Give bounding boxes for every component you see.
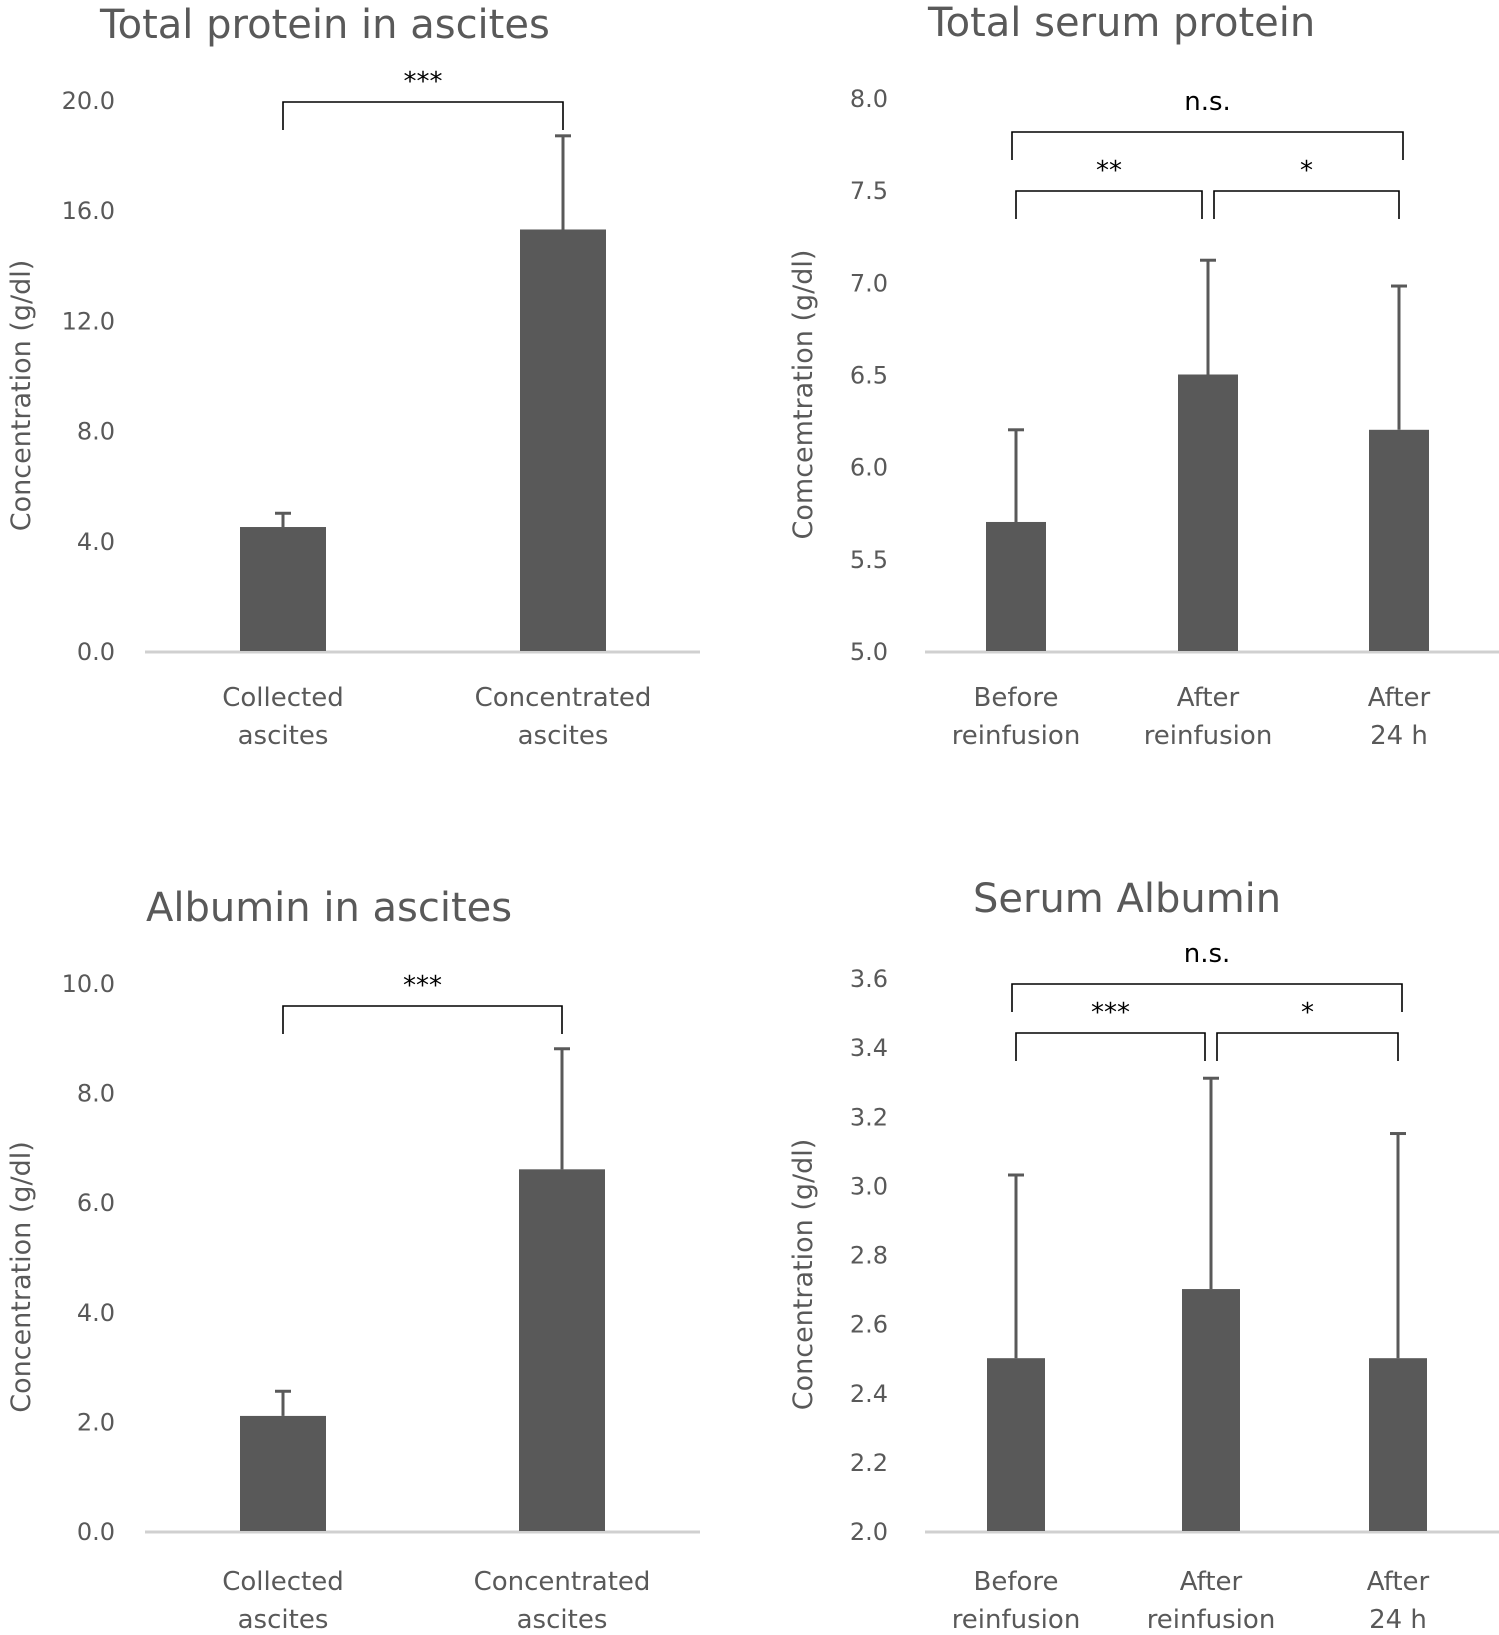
bar: [1369, 1358, 1427, 1531]
bar: [519, 1169, 605, 1531]
bar: [240, 1415, 326, 1531]
y-axis-label: Concentration (g/dl): [6, 1141, 37, 1413]
x-category-label: After reinfusion: [1147, 1567, 1276, 1635]
bar: [1369, 429, 1429, 651]
significance-bracket: [282, 101, 564, 130]
y-tick-label: 6.5: [850, 362, 888, 390]
y-tick-label: 20.0: [62, 87, 115, 115]
chart-title: Total serum protein: [927, 0, 1315, 46]
significance-bracket: [1213, 190, 1400, 219]
bar: [1178, 374, 1238, 651]
x-category-label: After reinfusion: [1144, 683, 1273, 751]
x-category-label: Before reinfusion: [952, 683, 1081, 751]
chart-title: Total protein in ascites: [99, 2, 550, 48]
y-tick-label: 8.0: [850, 85, 888, 113]
x-category-label: Concentrated ascites: [474, 1567, 651, 1635]
y-tick-label: 2.0: [77, 1408, 115, 1436]
significance-label: ***: [404, 67, 443, 97]
significance-bracket: [1015, 1032, 1206, 1061]
bar: [1182, 1289, 1240, 1531]
y-tick-label: 8.0: [77, 418, 115, 446]
significance-label: ***: [1091, 998, 1130, 1028]
bar: [240, 527, 326, 651]
significance-label: n.s.: [1184, 87, 1231, 117]
y-tick-label: 5.0: [850, 638, 888, 666]
x-category-label: Concentrated ascites: [475, 683, 652, 751]
y-tick-label: 3.6: [850, 965, 888, 993]
y-tick-label: 2.8: [850, 1242, 888, 1270]
significance-bracket: [1011, 983, 1403, 1012]
y-tick-label: 7.0: [850, 269, 888, 297]
y-tick-label: 2.6: [850, 1311, 888, 1339]
y-axis-label: Concentration (g/dl): [6, 260, 37, 532]
y-tick-label: 4.0: [77, 528, 115, 556]
y-tick-label: 2.4: [850, 1380, 888, 1408]
significance-label: *: [1301, 998, 1314, 1028]
chart-panel-2: Total serum protein 5.0 5.5 6.0 6.5 7.0 7.5 8.0…: [788, 0, 1499, 751]
significance-bracket: [1011, 131, 1404, 160]
y-tick-label: 10.0: [62, 970, 115, 998]
y-tick-label: 12.0: [62, 307, 115, 335]
chart-panel-3: Albumin in ascites 0.0 2.0 4.0 6.0 8.0 10.0 Con…: [6, 885, 700, 1635]
y-tick-label: 8.0: [77, 1080, 115, 1108]
y-axis-label: Concentration (g/dl): [788, 1139, 819, 1411]
y-tick-label: 3.4: [850, 1034, 888, 1062]
y-tick-label: 2.0: [850, 1518, 888, 1546]
significance-label: *: [1300, 156, 1313, 186]
y-tick-label: 6.0: [850, 454, 888, 482]
y-tick-label: 3.2: [850, 1103, 888, 1131]
bar: [520, 229, 606, 652]
y-tick-label: 4.0: [77, 1299, 115, 1327]
significance-label: ***: [403, 971, 442, 1001]
chart-title: Serum Albumin: [973, 876, 1281, 922]
bar: [986, 521, 1046, 651]
y-axis-label: Comcemtration (g/dl): [788, 250, 819, 540]
x-category-label: After 24 h: [1367, 1567, 1430, 1635]
significance-bracket: [1015, 190, 1203, 219]
y-tick-label: 0.0: [77, 1518, 115, 1546]
chart-title: Albumin in ascites: [146, 885, 512, 931]
significance-bracket: [282, 1005, 563, 1034]
y-tick-label: 16.0: [62, 197, 115, 225]
y-tick-label: 5.5: [850, 546, 888, 574]
bar: [987, 1358, 1045, 1531]
x-category-label: Collected ascites: [222, 683, 344, 751]
chart-panel-4: Serum Albumin 2.0 2.2 2.4 2.6 2.8 3.0 3.2 3.4 3.6…: [788, 876, 1499, 1635]
chart-panel-1: Total protein in ascites 0.0 4.0 8.0 12.0 16.…: [6, 2, 700, 751]
y-tick-label: 6.0: [77, 1189, 115, 1217]
significance-label: **: [1096, 156, 1122, 186]
x-category-label: Collected ascites: [222, 1567, 344, 1635]
y-tick-label: 2.2: [850, 1449, 888, 1477]
y-tick-label: 0.0: [77, 638, 115, 666]
y-tick-label: 3.0: [850, 1172, 888, 1200]
x-category-label: Before reinfusion: [952, 1567, 1081, 1635]
x-category-label: After 24 h: [1368, 683, 1431, 751]
significance-bracket: [1216, 1032, 1399, 1061]
significance-label: n.s.: [1184, 939, 1231, 969]
y-tick-label: 7.5: [850, 177, 888, 205]
